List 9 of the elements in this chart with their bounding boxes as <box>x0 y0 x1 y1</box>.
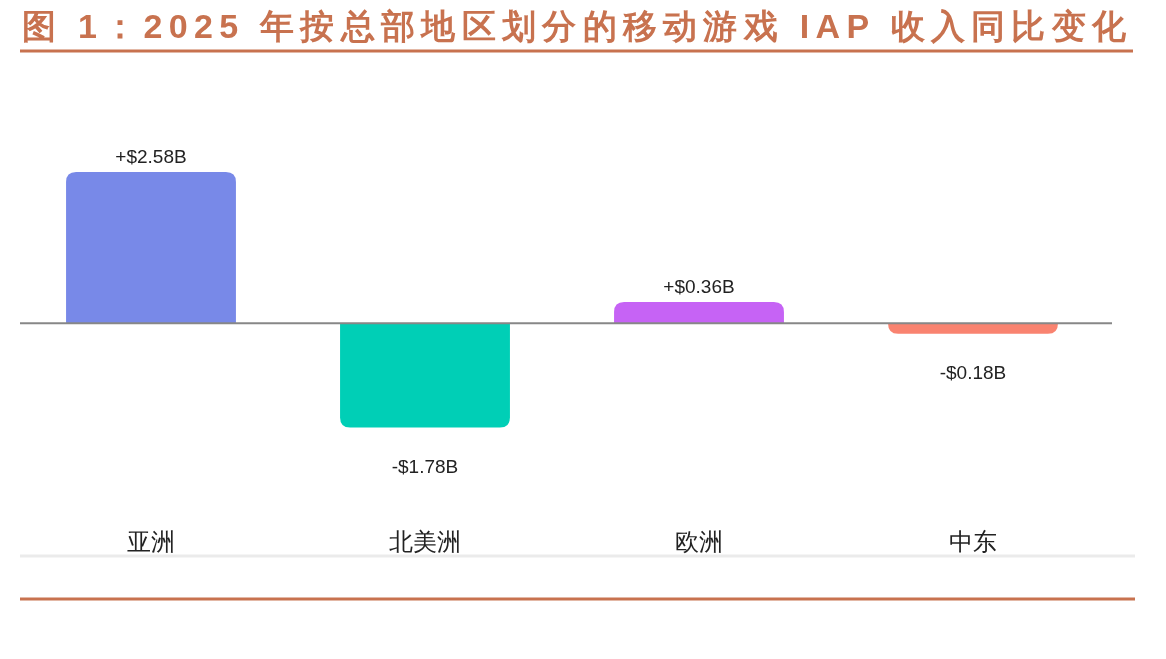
x-tick-label: 欧洲 <box>675 528 723 555</box>
chart-title: 图 1：2025 年按总部地区划分的移动游戏 IAP 收入同比变化 <box>22 7 1127 45</box>
data-label: +$2.58B <box>115 146 187 167</box>
data-label: -$0.18B <box>939 361 1007 383</box>
x-tick-label: 中东 <box>949 528 997 555</box>
data-label: +$0.36B <box>663 276 735 298</box>
x-tick-label: 亚洲 <box>127 528 175 555</box>
data-label: -$1.78B <box>391 455 459 477</box>
x-tick-label: 北美洲 <box>389 528 461 555</box>
